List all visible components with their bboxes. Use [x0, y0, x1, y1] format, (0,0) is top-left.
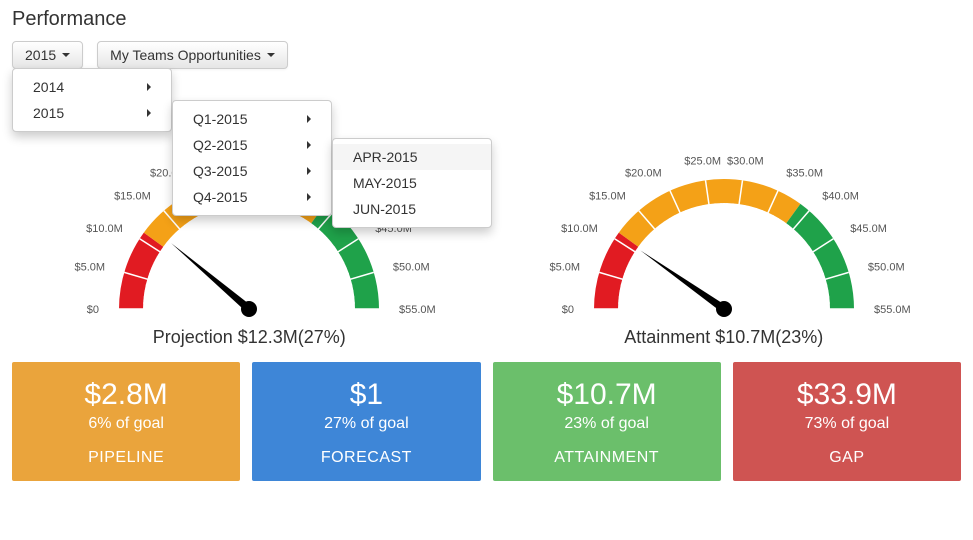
svg-text:$35.0M: $35.0M [786, 168, 823, 180]
kpi-pipeline: $2.8M 6% of goal PIPELINE [12, 362, 240, 481]
chevron-right-icon [147, 83, 151, 91]
menu-item-label: Q2-2015 [193, 137, 247, 153]
kpi-label: FORECAST [260, 449, 472, 467]
svg-text:$20.0M: $20.0M [625, 168, 662, 180]
svg-text:$5.0M: $5.0M [75, 262, 106, 274]
menu-item-label: 2014 [33, 79, 64, 95]
kpi-value: $10.7M [501, 378, 713, 411]
month-menu-item[interactable]: MAY-2015 [333, 170, 491, 196]
page-title: Performance [0, 0, 973, 41]
svg-text:$10.0M: $10.0M [561, 223, 598, 235]
year-menu-item[interactable]: 2015 [13, 100, 171, 126]
svg-text:$55.0M: $55.0M [399, 304, 436, 316]
chevron-right-icon [307, 115, 311, 123]
kpi-percent: 6% of goal [20, 415, 232, 433]
caret-down-icon [267, 53, 275, 57]
svg-text:$5.0M: $5.0M [549, 262, 580, 274]
kpi-percent: 73% of goal [741, 415, 953, 433]
svg-text:$50.0M: $50.0M [868, 262, 905, 274]
year-menu: 2014 2015 [12, 68, 172, 132]
year-dropdown-label: 2015 [25, 47, 56, 63]
quarter-menu-item[interactable]: Q2-2015 [173, 132, 331, 158]
kpi-value: $33.9M [741, 378, 953, 411]
menu-item-label: APR-2015 [353, 149, 418, 165]
kpi-label: ATTAINMENT [501, 449, 713, 467]
svg-text:$30.0M: $30.0M [727, 156, 764, 168]
svg-text:$25.0M: $25.0M [684, 156, 721, 168]
month-menu-item[interactable]: APR-2015 [333, 144, 491, 170]
quarter-menu: Q1-2015 Q2-2015 Q3-2015 Q4-2015 [172, 100, 332, 216]
caret-down-icon [62, 53, 70, 57]
scope-dropdown-button[interactable]: My Teams Opportunities [97, 41, 288, 69]
gauge-attainment: $0 $5.0M $10.0M $15.0M $20.0M $25.0M $30.0M $35… [487, 129, 962, 348]
gauge-attainment-chart: $0 $5.0M $10.0M $15.0M $20.0M $25.0M $30.0M $35… [514, 129, 934, 319]
quarter-menu-item[interactable]: Q1-2015 [173, 106, 331, 132]
svg-text:$15.0M: $15.0M [589, 191, 626, 203]
kpi-label: PIPELINE [20, 449, 232, 467]
chevron-right-icon [307, 167, 311, 175]
gauge-projection-caption: Projection $12.3M(27%) [12, 327, 487, 348]
kpi-value: $2.8M [20, 378, 232, 411]
svg-text:$0: $0 [87, 304, 99, 316]
svg-text:$40.0M: $40.0M [822, 191, 859, 203]
menu-item-label: Q3-2015 [193, 163, 247, 179]
year-dropdown-button[interactable]: 2015 [12, 41, 83, 69]
menu-item-label: 2015 [33, 105, 64, 121]
menu-item-label: Q4-2015 [193, 189, 247, 205]
svg-text:$55.0M: $55.0M [874, 304, 911, 316]
year-menu-item[interactable]: 2014 [13, 74, 171, 100]
quarter-menu-item[interactable]: Q4-2015 [173, 184, 331, 210]
chevron-right-icon [147, 109, 151, 117]
menu-item-label: MAY-2015 [353, 175, 417, 191]
quarter-menu-item[interactable]: Q3-2015 [173, 158, 331, 184]
svg-text:$0: $0 [562, 304, 574, 316]
month-menu-item[interactable]: JUN-2015 [333, 196, 491, 222]
kpi-label: GAP [741, 449, 953, 467]
menu-item-label: JUN-2015 [353, 201, 416, 217]
kpi-value: $1 [260, 378, 472, 411]
svg-text:$10.0M: $10.0M [86, 223, 123, 235]
kpi-percent: 27% of goal [260, 415, 472, 433]
chevron-right-icon [307, 193, 311, 201]
scope-dropdown-label: My Teams Opportunities [110, 47, 261, 63]
gauge-attainment-caption: Attainment $10.7M(23%) [487, 327, 962, 348]
svg-text:$50.0M: $50.0M [393, 262, 430, 274]
svg-text:$15.0M: $15.0M [114, 191, 151, 203]
menu-item-label: Q1-2015 [193, 111, 247, 127]
month-menu: APR-2015 MAY-2015 JUN-2015 [332, 138, 492, 228]
svg-text:$45.0M: $45.0M [850, 223, 887, 235]
kpi-gap: $33.9M 73% of goal GAP [733, 362, 961, 481]
kpi-forecast: $1 27% of goal FORECAST [252, 362, 480, 481]
kpi-row: $2.8M 6% of goal PIPELINE $1 27% of goal… [0, 348, 973, 481]
chevron-right-icon [307, 141, 311, 149]
kpi-attainment: $10.7M 23% of goal ATTAINMENT [493, 362, 721, 481]
kpi-percent: 23% of goal [501, 415, 713, 433]
